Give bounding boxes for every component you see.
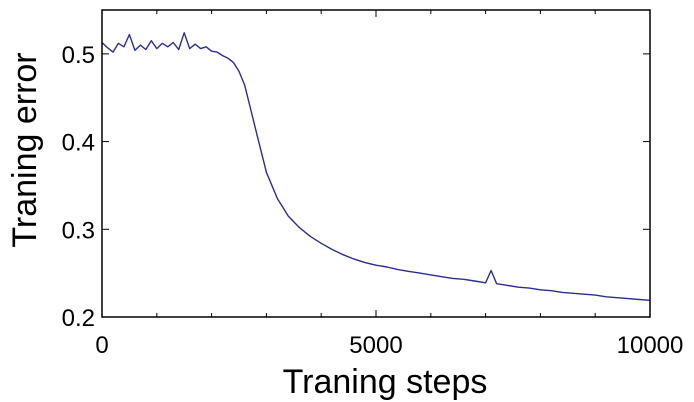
y-tick-label: 0.3	[62, 217, 95, 244]
y-tick-label: 0.4	[62, 130, 95, 157]
x-tick-label: 5000	[349, 332, 402, 359]
axis-ticks	[101, 10, 651, 318]
plot-frame	[101, 9, 651, 318]
series-line	[101, 32, 651, 301]
series-layer	[101, 32, 651, 301]
y-axis-label: Traning error	[6, 52, 44, 247]
x-tick-label: 10000	[617, 332, 684, 359]
x-tick-label: 0	[95, 332, 108, 359]
y-tick-label: 0.2	[62, 305, 95, 332]
tick-labels: 0 5000 10000 0.2 0.3 0.4 0.5	[62, 42, 684, 359]
y-tick-label: 0.5	[62, 42, 95, 69]
x-axis-label: Traning steps	[283, 363, 488, 401]
